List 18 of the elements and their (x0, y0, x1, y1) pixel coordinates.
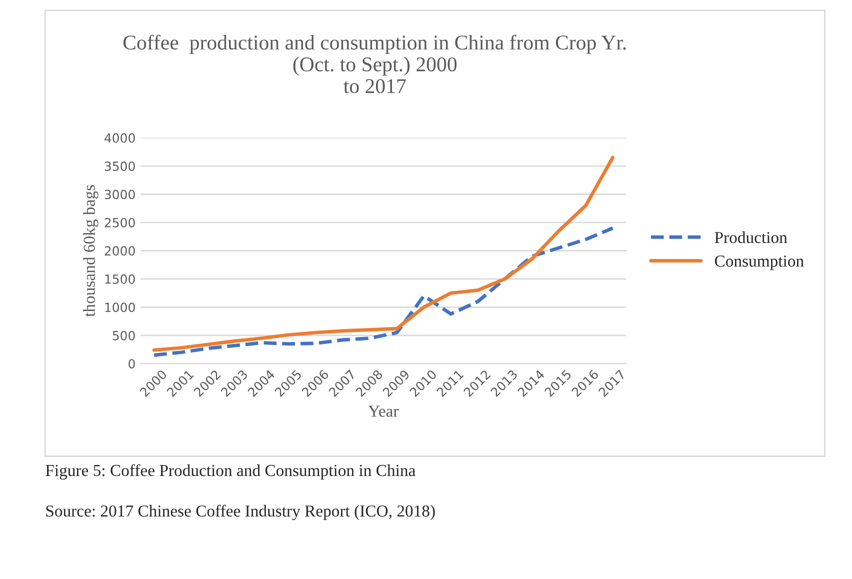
source-note: Source: 2017 Chinese Coffee Industry Report (ICO, 2018) (46, 504, 435, 520)
y-tick-label: 1000 (105, 302, 135, 312)
line-series (152, 226, 614, 357)
y-tick-label: 2500 (104, 218, 135, 228)
legend-label: Production (714, 231, 788, 244)
y-tick-label: 3500 (104, 162, 135, 171)
caption: Figure 5: Coffee Production and Consumption in China (46, 464, 416, 480)
line-series (152, 156, 614, 352)
y-tick-label: 2000 (104, 246, 135, 256)
chart-title: Coffee production and consumption in China from Crop Yr. (Oct. to Sept.) 2000 to 2017 (123, 34, 626, 94)
y-tick-label: 3000 (104, 190, 135, 200)
y-axis-title: thousand 60kg bags (83, 185, 98, 317)
y-tick-label: 0 (128, 359, 135, 369)
x-axis-title: Year (368, 406, 399, 417)
legend-label: Consumption (714, 256, 804, 270)
y-tick-label: 1500 (105, 274, 135, 284)
y-tick-label: 4000 (104, 133, 135, 143)
y-tick-label: 500 (112, 330, 135, 340)
